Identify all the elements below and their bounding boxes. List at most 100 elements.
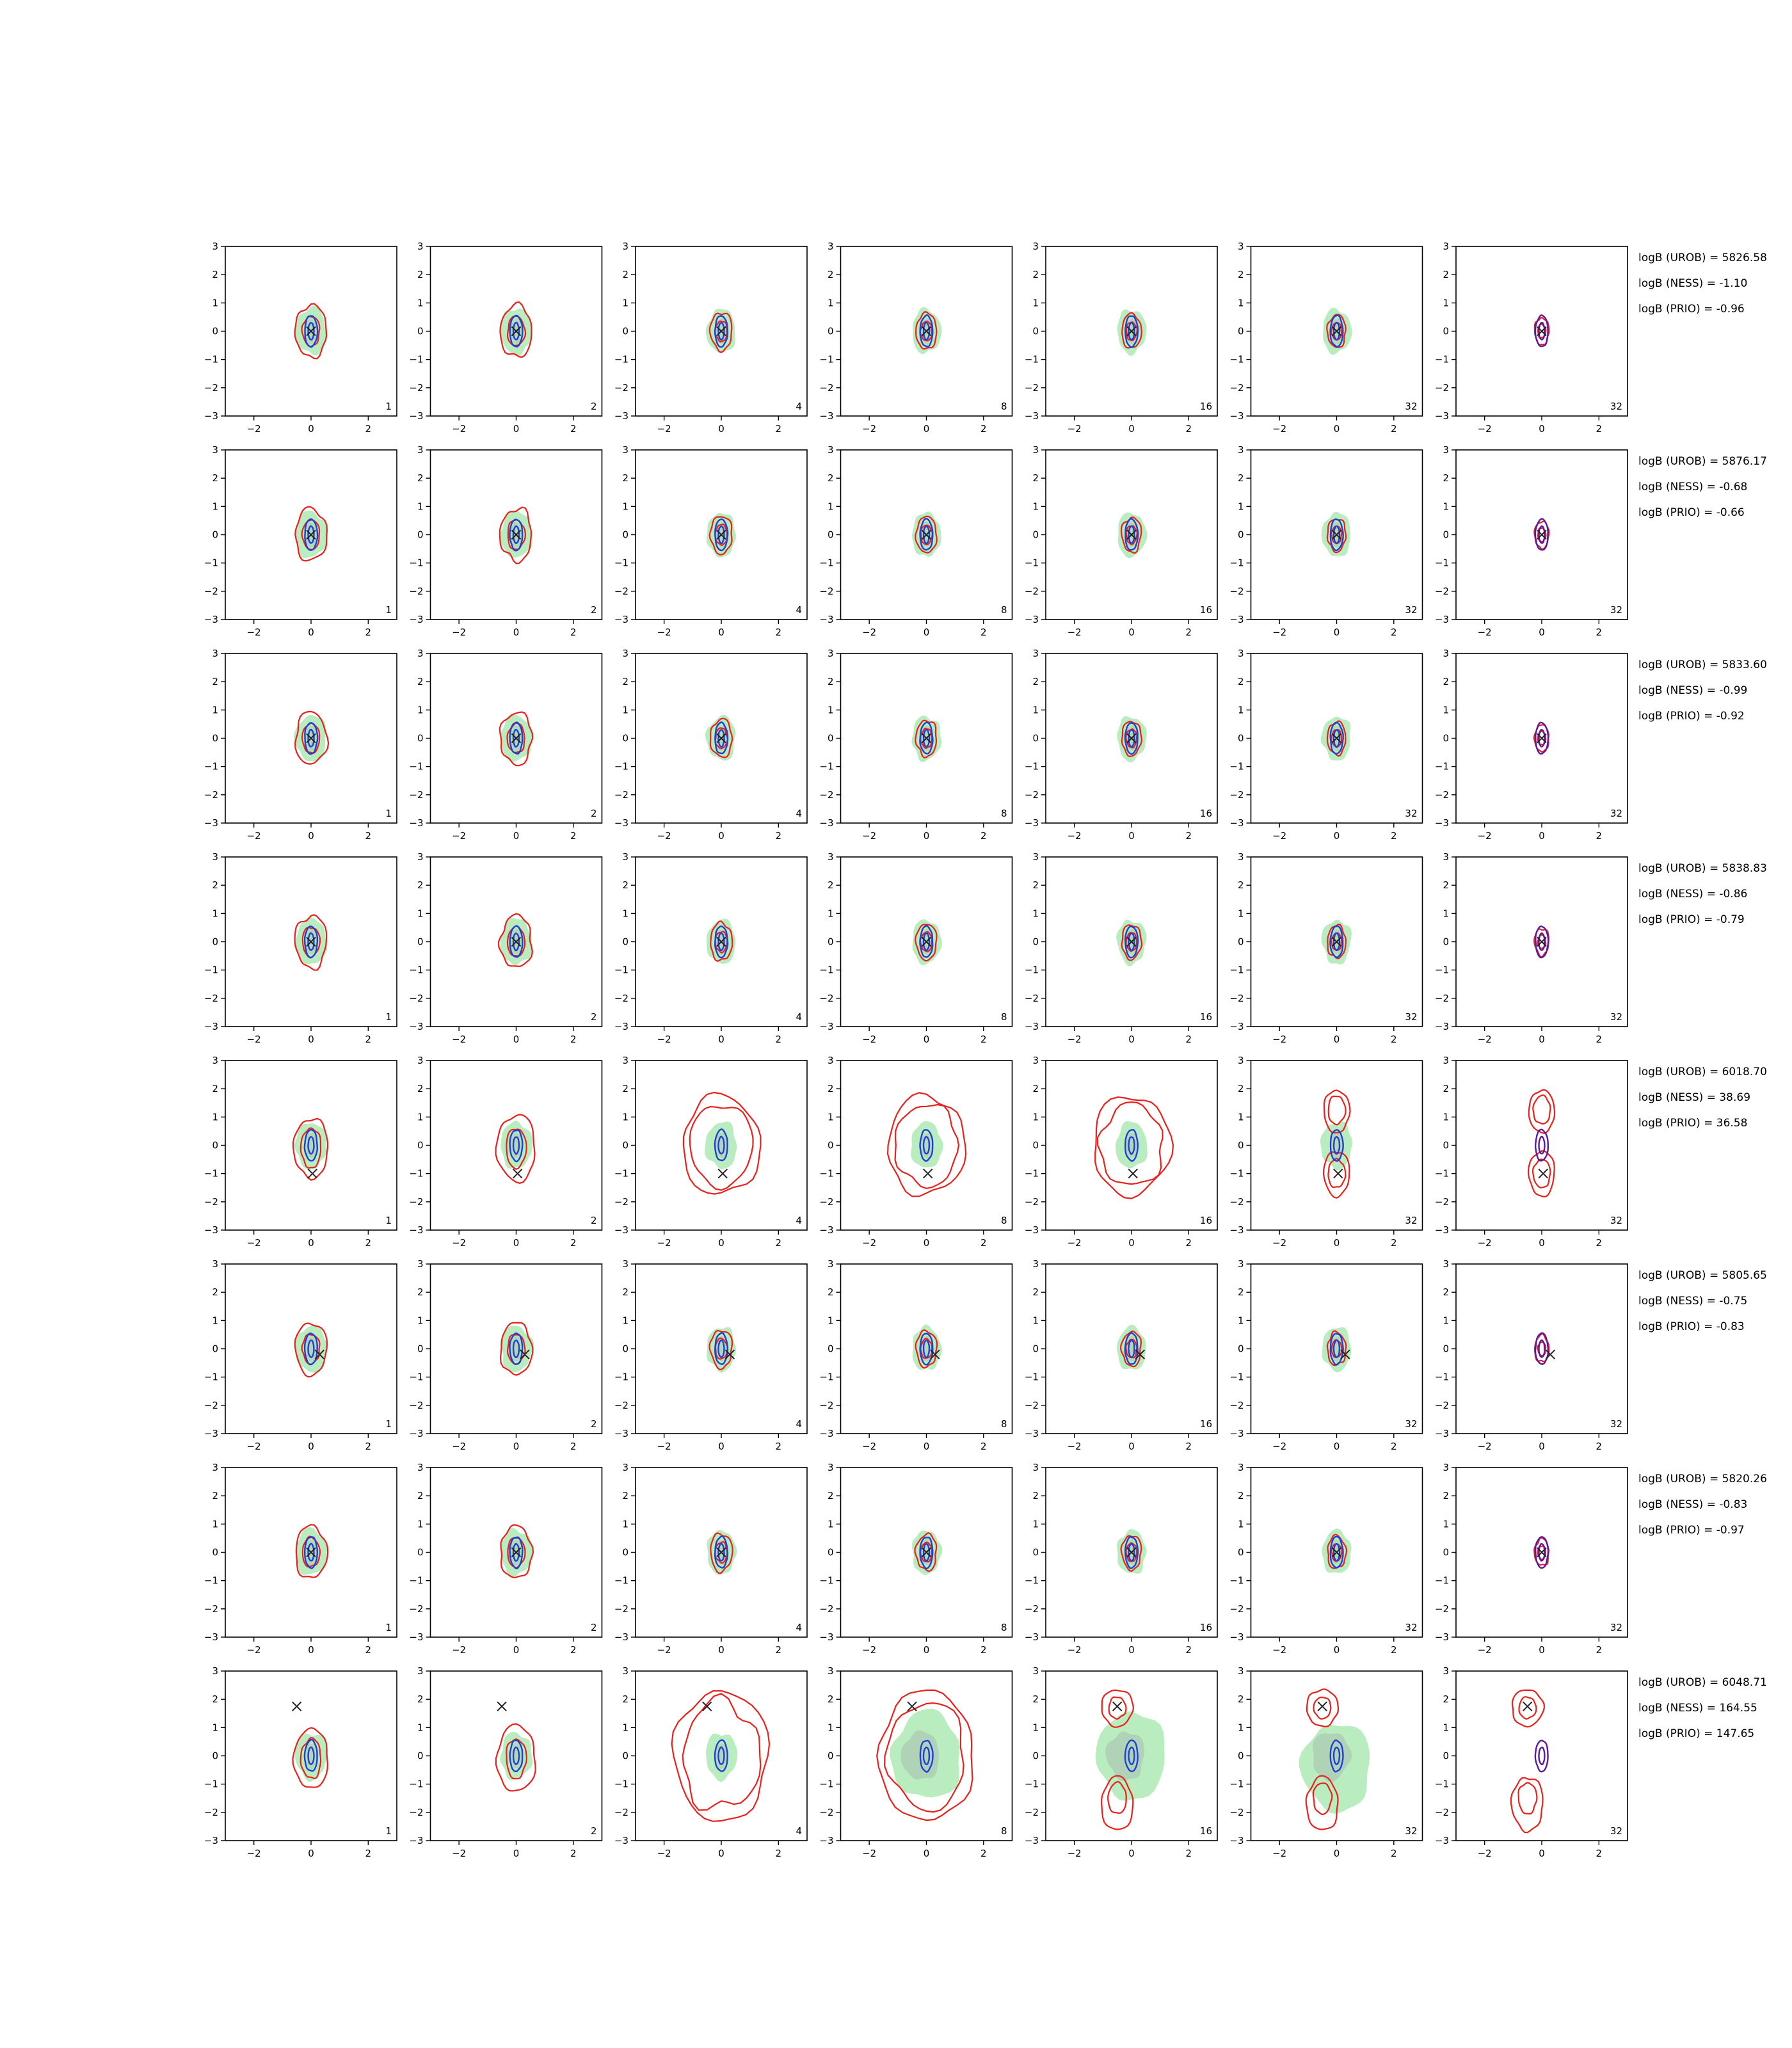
y-tick-label: −3 — [614, 1224, 628, 1236]
y-tick-label: −2 — [409, 1807, 423, 1818]
red-contour-inner — [1331, 321, 1343, 340]
plot-area — [1321, 919, 1352, 964]
subplot-r8-c3: −2 0 2 −3 −2 −1 0 1 2 3 4 — [614, 1665, 808, 1859]
x-tick-label: 0 — [718, 1441, 724, 1452]
red-contour-outer — [709, 717, 733, 758]
y-tick-label: −3 — [819, 1224, 833, 1236]
blue-contour-inner — [1332, 1543, 1341, 1562]
y-tick-label: −2 — [1435, 993, 1449, 1004]
y-tick-label: −3 — [614, 1428, 628, 1439]
blue-contour-inner — [922, 728, 931, 748]
y-tick-label: −1 — [204, 557, 218, 569]
plot-area — [1322, 1528, 1352, 1573]
plot-area — [1533, 925, 1549, 959]
y-tick-label: −3 — [204, 1224, 218, 1236]
y-tick-label: 2 — [1238, 1083, 1244, 1094]
x-tick-label: 0 — [924, 423, 930, 435]
subplot-corner-label: 8 — [1001, 808, 1007, 819]
y-tick-label: 2 — [622, 1286, 628, 1298]
plot-area — [876, 1689, 973, 1821]
x-tick-label: 0 — [513, 1441, 520, 1452]
true-value-marker — [921, 733, 932, 744]
y-tick-label: −1 — [1435, 354, 1449, 365]
y-tick-label: 1 — [1238, 704, 1244, 716]
x-tick-label: −2 — [1478, 1848, 1492, 1859]
subplot-r6-c6: −2 0 2 −3 −2 −1 0 1 2 3 32 — [1229, 1258, 1423, 1452]
row-annotation-3: logB (PRIO) = -0.96 — [1638, 303, 1745, 316]
y-tick-label: −3 — [1025, 1631, 1039, 1643]
y-tick-label: −3 — [204, 1835, 218, 1846]
y-tick-label: 3 — [212, 1055, 218, 1066]
density-fill-inner — [304, 1336, 317, 1362]
subplot-r1-c3: −2 0 2 −3 −2 −1 0 1 2 3 4 — [614, 241, 808, 435]
plot-area — [495, 1114, 536, 1184]
blue-contour-inner — [1538, 321, 1546, 340]
y-tick-label: −1 — [1025, 1372, 1039, 1383]
density-fill-inner — [715, 1132, 728, 1158]
x-tick-label: 2 — [1186, 1237, 1192, 1249]
subplot-corner-label: 16 — [1200, 1011, 1212, 1023]
y-tick-label: 0 — [828, 1140, 834, 1151]
y-tick-label: −1 — [614, 761, 628, 772]
y-tick-label: 2 — [212, 472, 218, 484]
x-tick-label: −2 — [862, 1237, 876, 1249]
red-contour-outer — [294, 1322, 328, 1378]
y-tick-label: −3 — [409, 817, 423, 829]
y-tick-label: 2 — [828, 676, 834, 687]
y-tick-label: 2 — [1443, 269, 1449, 280]
x-tick-label: 0 — [1334, 1237, 1340, 1249]
subplot-corner-label: 16 — [1200, 1418, 1212, 1430]
y-tick-label: −1 — [1025, 964, 1039, 976]
y-tick-label: 0 — [1443, 1140, 1449, 1151]
y-tick-label: 0 — [1443, 529, 1449, 541]
y-tick-label: 3 — [828, 241, 834, 252]
red-contour-inner — [1331, 932, 1343, 951]
subplot-r5-c5: −2 0 2 −3 −2 −1 0 1 2 3 16 — [1025, 1055, 1218, 1249]
x-tick-label: 2 — [570, 1848, 577, 1859]
y-tick-label: −3 — [1229, 1835, 1244, 1846]
y-tick-label: 1 — [828, 500, 834, 512]
y-tick-label: 0 — [828, 326, 834, 337]
red-contour-outer — [710, 920, 733, 963]
y-tick-label: 0 — [622, 1343, 628, 1355]
y-tick-label: 2 — [1238, 269, 1244, 280]
true-value-marker — [716, 733, 726, 744]
plot-area — [497, 913, 534, 968]
y-tick-label: 0 — [1443, 1547, 1449, 1558]
subplot-r4-c2: −2 0 2 −3 −2 −1 0 1 2 3 2 — [409, 851, 603, 1045]
blue-contour-inner — [512, 1746, 520, 1765]
blue-contour-inner — [307, 1136, 315, 1155]
y-tick-label: −2 — [1435, 1400, 1449, 1411]
subplot-r7-c2: −2 0 2 −3 −2 −1 0 1 2 3 2 — [409, 1462, 603, 1656]
red-contour-outer — [1327, 924, 1347, 959]
y-tick-label: −3 — [1229, 1021, 1244, 1032]
subplot-corner-label: 1 — [385, 808, 392, 819]
x-tick-label: −2 — [862, 1034, 876, 1045]
blue-contour-outer — [919, 721, 934, 755]
x-tick-label: −2 — [1272, 1441, 1286, 1452]
blue-contour-outer — [714, 315, 729, 348]
plot-area — [500, 1524, 534, 1579]
x-tick-label: −2 — [1478, 1034, 1492, 1045]
y-tick-label: −3 — [1229, 1631, 1244, 1643]
y-tick-label: 0 — [1238, 1343, 1244, 1355]
y-tick-label: −1 — [1229, 761, 1244, 772]
y-tick-label: 0 — [1238, 936, 1244, 948]
y-tick-label: 3 — [622, 851, 628, 863]
red-contour-outer — [499, 711, 534, 767]
red-contour-outer — [708, 516, 733, 556]
y-tick-label: −2 — [614, 1400, 628, 1411]
subplot-corner-label: 1 — [385, 1011, 392, 1023]
y-tick-label: 1 — [1443, 1518, 1449, 1530]
x-tick-label: −2 — [247, 1441, 261, 1452]
y-tick-label: 2 — [212, 1286, 218, 1298]
y-tick-label: −1 — [409, 557, 423, 569]
x-tick-label: −2 — [247, 1644, 261, 1656]
y-tick-label: 3 — [1032, 241, 1039, 252]
blue-contour-inner — [922, 932, 931, 952]
x-tick-label: −2 — [862, 1441, 876, 1452]
true-value-marker — [1126, 936, 1137, 947]
blue-contour-outer — [303, 1738, 318, 1772]
y-tick-label: −3 — [819, 817, 833, 829]
y-tick-label: 2 — [212, 269, 218, 280]
